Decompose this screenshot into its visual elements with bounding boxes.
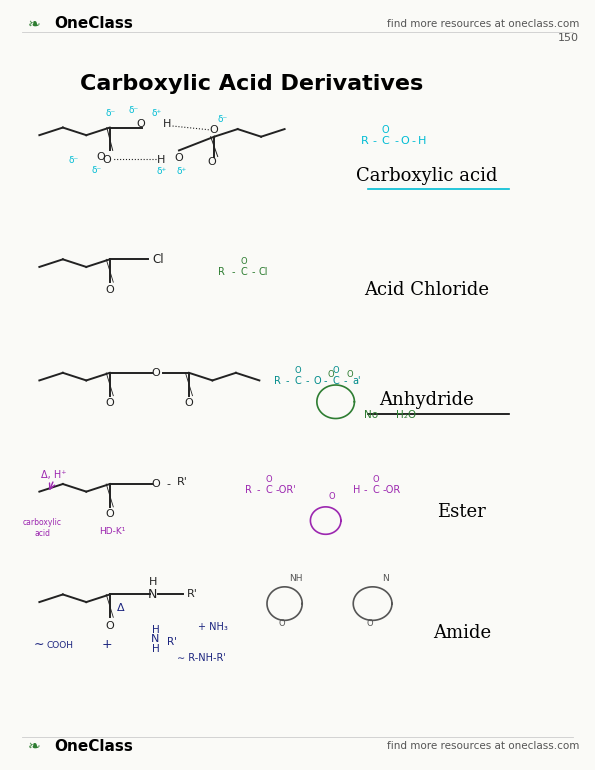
Text: C: C (381, 136, 389, 146)
Text: Acid Chloride: Acid Chloride (364, 281, 489, 299)
Text: N: N (151, 634, 159, 644)
Text: -OR': -OR' (276, 485, 296, 495)
Text: -: - (305, 377, 309, 387)
Text: HD-K¹: HD-K¹ (99, 527, 126, 536)
Text: H₂O: H₂O (396, 410, 416, 420)
Text: NH: NH (290, 574, 303, 583)
Text: Δ: Δ (117, 603, 124, 613)
Text: No: No (364, 410, 378, 420)
Text: -: - (256, 485, 260, 495)
Text: δ⁺: δ⁺ (156, 167, 167, 176)
Text: δ⁻: δ⁻ (68, 156, 79, 165)
Text: O: O (105, 285, 114, 295)
Text: -: - (373, 136, 377, 146)
Text: ∼ R-NH-R': ∼ R-NH-R' (177, 653, 226, 663)
Text: R: R (245, 485, 252, 495)
Text: δ⁻: δ⁻ (92, 166, 102, 175)
Text: R': R' (187, 589, 198, 599)
Text: -: - (252, 267, 255, 277)
Text: O: O (381, 125, 389, 135)
Text: O: O (333, 366, 339, 375)
Text: find more resources at oneclass.com: find more resources at oneclass.com (387, 19, 579, 29)
Text: H: H (152, 644, 159, 654)
Text: -: - (286, 377, 289, 387)
Text: OneClass: OneClass (54, 16, 133, 32)
Text: -: - (167, 479, 170, 489)
Text: -: - (394, 136, 398, 146)
Text: -: - (343, 377, 347, 387)
Text: R: R (274, 377, 281, 387)
Text: -: - (324, 377, 327, 387)
Text: δ⁻: δ⁻ (218, 116, 228, 125)
Text: H: H (152, 624, 159, 634)
Text: O: O (367, 619, 373, 628)
Text: Ester: Ester (437, 504, 486, 521)
Text: R: R (218, 267, 225, 277)
Text: +: + (102, 638, 112, 651)
Text: N: N (148, 588, 157, 601)
Text: O: O (278, 619, 285, 628)
Text: H: H (163, 119, 171, 129)
Text: R': R' (167, 638, 177, 648)
Text: δ⁻: δ⁻ (106, 109, 116, 119)
Text: O: O (210, 125, 218, 135)
Text: O: O (372, 475, 379, 484)
Text: a': a' (352, 377, 361, 387)
Text: O: O (265, 475, 272, 484)
Text: Δ, H⁺: Δ, H⁺ (41, 470, 67, 480)
Text: C: C (333, 377, 340, 387)
Text: C: C (372, 485, 380, 495)
Text: ❧: ❧ (27, 16, 40, 32)
Text: R: R (361, 136, 369, 146)
Text: + NH₃: + NH₃ (198, 622, 228, 632)
Text: O: O (151, 368, 160, 378)
Text: δ⁺: δ⁺ (152, 109, 162, 118)
Text: O: O (102, 155, 111, 165)
Text: Carboxylic acid: Carboxylic acid (356, 166, 497, 185)
Text: ❧: ❧ (27, 738, 40, 754)
Text: O: O (328, 370, 334, 380)
Text: O: O (347, 370, 353, 380)
Text: H: H (353, 485, 361, 495)
Text: Amide: Amide (433, 624, 491, 641)
Text: O: O (314, 377, 321, 387)
Text: H: H (157, 156, 165, 166)
Text: ∼: ∼ (34, 638, 45, 651)
Text: O: O (295, 366, 301, 375)
Text: δ⁻: δ⁻ (128, 106, 139, 115)
Text: O: O (207, 157, 215, 167)
Text: O: O (96, 152, 105, 162)
Text: N: N (382, 574, 389, 583)
Text: O: O (184, 398, 193, 408)
Text: H: H (418, 136, 427, 146)
Text: Cl: Cl (152, 253, 164, 266)
Text: -OR: -OR (383, 485, 401, 495)
Text: H: H (148, 577, 156, 587)
Text: O: O (105, 621, 114, 631)
Text: Anhydride: Anhydride (379, 391, 474, 409)
Text: O: O (328, 492, 335, 501)
Text: C: C (240, 267, 247, 277)
Text: carboxylic
acid: carboxylic acid (23, 518, 62, 538)
Text: O: O (400, 136, 409, 146)
Text: C: C (265, 485, 272, 495)
Text: Cl: Cl (259, 267, 268, 277)
Text: O: O (174, 153, 183, 163)
Text: O: O (151, 479, 160, 489)
Text: O: O (136, 119, 145, 129)
Text: O: O (105, 398, 114, 408)
Text: Carboxylic Acid Derivatives: Carboxylic Acid Derivatives (80, 74, 424, 94)
Text: find more resources at oneclass.com: find more resources at oneclass.com (387, 741, 579, 751)
Text: -: - (412, 136, 416, 146)
Text: -: - (364, 485, 367, 495)
Text: COOH: COOH (46, 641, 73, 650)
Text: R': R' (177, 477, 188, 487)
Text: δ⁺: δ⁺ (176, 167, 186, 176)
Text: OneClass: OneClass (54, 738, 133, 754)
Text: C: C (295, 377, 301, 387)
Text: O: O (240, 257, 247, 266)
Text: -: - (231, 267, 234, 277)
Text: 150: 150 (558, 32, 579, 42)
Text: O: O (105, 510, 114, 520)
